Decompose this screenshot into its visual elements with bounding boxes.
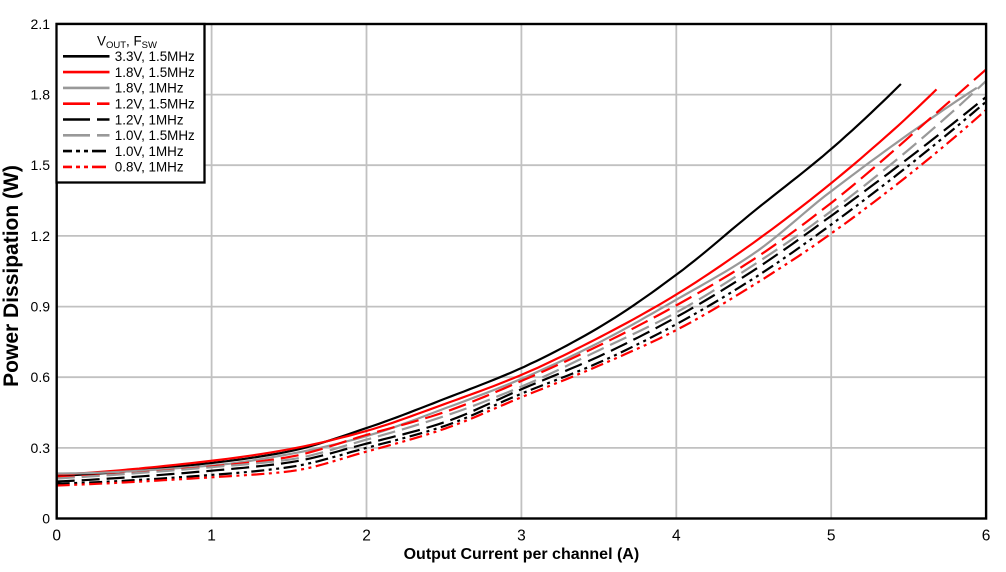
svg-text:2.1: 2.1 [31,16,51,32]
svg-text:1.8V, 1MHz: 1.8V, 1MHz [115,81,184,96]
svg-text:0.6: 0.6 [31,369,51,385]
svg-text:0.3: 0.3 [31,440,51,456]
svg-text:3.3V, 1.5MHz: 3.3V, 1.5MHz [115,49,195,64]
svg-text:1.2V, 1MHz: 1.2V, 1MHz [115,112,184,127]
svg-text:Power Dissipation (W): Power Dissipation (W) [0,165,23,387]
svg-text:0: 0 [52,528,61,545]
svg-text:1.8: 1.8 [31,87,51,103]
svg-text:5: 5 [827,528,836,545]
svg-text:2: 2 [362,528,371,545]
svg-text:1.5: 1.5 [31,157,51,173]
svg-text:0.9: 0.9 [31,299,51,315]
svg-text:1.0V, 1MHz: 1.0V, 1MHz [115,144,184,159]
svg-text:0: 0 [42,511,50,527]
svg-text:0.8V, 1MHz: 0.8V, 1MHz [115,160,184,175]
svg-text:1.8V, 1.5MHz: 1.8V, 1.5MHz [115,65,195,80]
svg-text:1.2V, 1.5MHz: 1.2V, 1.5MHz [115,97,195,112]
svg-text:6: 6 [982,528,991,545]
svg-text:3: 3 [517,528,526,545]
svg-text:1: 1 [207,528,216,545]
svg-text:Output Current per channel (A): Output Current per channel (A) [404,546,640,563]
svg-text:4: 4 [672,528,681,545]
svg-text:1.2: 1.2 [31,228,51,244]
svg-text:1.0V, 1.5MHz: 1.0V, 1.5MHz [115,128,195,143]
